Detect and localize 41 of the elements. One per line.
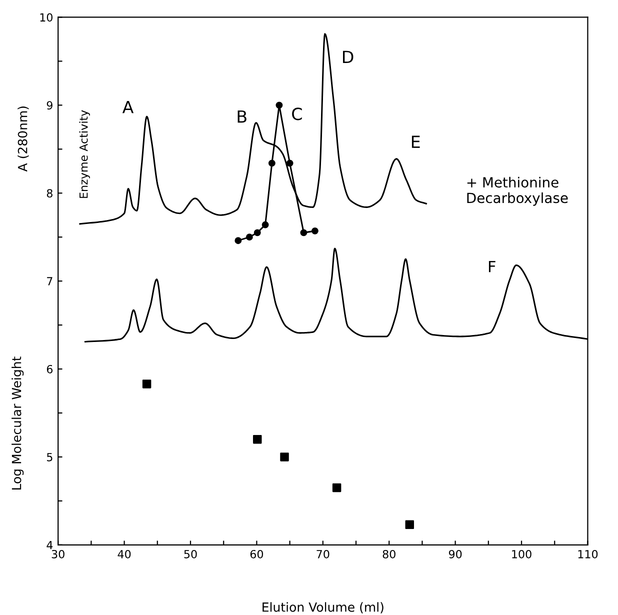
annotation: Enzyme Activity (79, 110, 90, 198)
point (252, 434, 262, 444)
x-tick-label: 60 (250, 550, 264, 558)
x-tick-label: 40 (118, 550, 131, 558)
x-tick-label: 100 (512, 550, 532, 558)
point (276, 102, 283, 109)
annotation: B (238, 110, 246, 123)
annotation: D (343, 50, 354, 63)
point (246, 234, 253, 241)
x-tick-label: 50 (184, 550, 197, 558)
y-axis-title: Log Molecular Weight (12, 356, 24, 490)
point (405, 520, 414, 530)
x-axis-title: Elution Volume (ml) (262, 602, 384, 614)
y-tick-label: 6 (46, 364, 53, 374)
annotation: C (292, 108, 302, 120)
x-tick-label: 30 (52, 550, 64, 558)
point (234, 237, 242, 244)
point (254, 229, 261, 236)
annotation: + Methionine Decarboxylase (467, 176, 568, 206)
x-tick-label: 110 (578, 550, 598, 558)
y-tick-label: 7 (47, 277, 52, 286)
point (268, 160, 276, 167)
point (300, 229, 308, 236)
y-tick-label: 8 (46, 189, 52, 198)
annotation: F (488, 260, 496, 272)
point (280, 452, 289, 462)
point (262, 221, 269, 228)
x-tick-label: 80 (382, 550, 396, 558)
y-tick-label: 10 (40, 13, 52, 22)
y-tick-label: 4 (46, 541, 53, 550)
annotation: A (122, 100, 134, 114)
x-tick-label: 90 (448, 550, 462, 558)
annotation: E (412, 136, 420, 148)
y-tick-label: 5 (47, 453, 52, 462)
point (142, 380, 152, 388)
x-tick-label: 70 (316, 550, 330, 558)
point (286, 160, 294, 167)
y-tick-label: 9 (46, 101, 52, 110)
point (311, 227, 318, 234)
point (332, 483, 342, 492)
text: A (280nm) (18, 106, 29, 172)
